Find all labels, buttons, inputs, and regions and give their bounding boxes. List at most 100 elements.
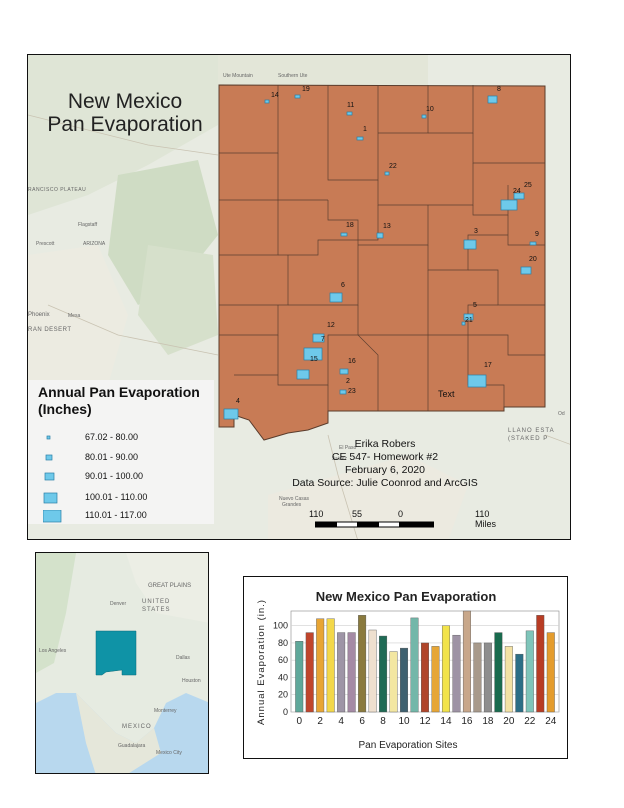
bar-site-1: [305, 632, 314, 713]
basemap-label: Mesa: [68, 313, 81, 319]
inset-label: UNITED: [142, 599, 171, 605]
bar-site-10: [400, 647, 409, 713]
x-tick-label: 10: [398, 716, 410, 727]
scale-segment: [378, 521, 400, 528]
bar-site-6: [358, 615, 367, 713]
scale-label: 0: [398, 509, 404, 519]
basemap-label: Ute Mountain: [223, 73, 253, 79]
bar-site-17: [473, 642, 482, 713]
site-label: 18: [346, 222, 354, 229]
text-placeholder-label: Text: [438, 389, 455, 399]
site-marker: [384, 171, 390, 176]
site-label: 6: [341, 282, 345, 289]
site-marker: [312, 333, 325, 343]
inset-label: GREAT PLAINS: [148, 583, 192, 589]
site-label: 22: [389, 163, 397, 170]
site-label: 5: [473, 302, 477, 309]
site-label: 9: [535, 231, 539, 238]
basemap-label: Nuevo Casas: [279, 496, 310, 502]
legend-title: Annual Pan Evaporation (Inches): [38, 384, 200, 418]
forest-patch: [138, 245, 218, 355]
site-label: 13: [383, 223, 391, 230]
legend-label: 110.01 - 117.00: [85, 510, 147, 520]
x-tick-label: 0: [296, 716, 302, 727]
basemap-label: ARIZONA: [83, 241, 106, 247]
site-marker: [513, 192, 525, 200]
site-marker: [356, 136, 364, 141]
inset-label: Guadalajara: [118, 743, 146, 749]
bar-site-11: [410, 617, 419, 713]
x-tick-label: 8: [380, 716, 386, 727]
basemap-label: Phoenix: [28, 312, 50, 318]
chart-title: New Mexico Pan Evaporation: [316, 589, 497, 604]
bar-site-12: [421, 642, 429, 713]
inset-ocean: [36, 693, 208, 773]
map-title-line1: New Mexico: [67, 90, 183, 113]
y-tick-label: 40: [278, 672, 288, 682]
scale-bar-graphic: [315, 521, 434, 528]
site-label: 10: [426, 106, 434, 113]
basemap-label: El Paso: [339, 445, 357, 451]
site-label: 2: [346, 378, 350, 385]
inset-label: Los Angeles: [39, 648, 67, 654]
legend-symbol: [43, 510, 62, 523]
desert-patch: [268, 455, 468, 539]
legend-label: 67.02 - 80.00: [85, 432, 139, 442]
inset-label: MEXICO: [122, 724, 152, 730]
author-text: Erika Robers: [354, 438, 416, 450]
site-label: 8: [497, 86, 501, 93]
site-label: 16: [348, 358, 356, 365]
bar-site-15: [452, 634, 461, 713]
y-tick-label: 20: [278, 690, 288, 700]
bar-site-9: [389, 651, 398, 713]
site-marker: [463, 313, 474, 321]
y-axis-title: Annual Evaporation (in.): [256, 599, 267, 725]
terrain-patch: [218, 55, 428, 85]
new-mexico-state: [218, 84, 546, 441]
basemap-label: (STAKED P: [508, 436, 549, 442]
legend-symbol: [45, 454, 53, 461]
site-marker: [223, 408, 239, 420]
site-label: 21: [465, 317, 473, 324]
map-credits: Erika Robers CE 547- Homework #2 Februar…: [270, 438, 500, 490]
bar-site-14: [441, 625, 450, 713]
scale-segment: [357, 521, 379, 528]
inset-terrain: [36, 553, 76, 673]
terrain-patch: [28, 55, 218, 215]
scale-segment: [336, 521, 358, 528]
site-label: 11: [347, 102, 355, 109]
scale-label: 110 Miles: [475, 509, 497, 529]
site-label: 4: [236, 398, 240, 405]
x-tick-label: 24: [545, 716, 557, 727]
basemap-label: Juárez: [332, 456, 348, 462]
x-tick-label: 14: [440, 716, 452, 727]
site-label: 25: [524, 182, 532, 189]
data-source-text: Data Source: Julie Coonrod and ArcGIS: [292, 477, 478, 489]
x-tick-label: 20: [503, 716, 515, 727]
site-label: 24: [513, 188, 521, 195]
site-label: 23: [348, 388, 356, 395]
chart-panel: New Mexico Pan Evaporation 0 20 40 60 80 100 …: [243, 576, 568, 759]
y-tick-label: 100: [273, 621, 288, 631]
site-marker: [461, 321, 466, 326]
legend-title-line1: Annual Pan Evaporation: [38, 384, 200, 400]
bar-site-13: [431, 646, 440, 713]
inset-label: Mexico City: [156, 750, 182, 756]
site-marker: [463, 239, 477, 250]
inset-label: Houston: [182, 678, 201, 684]
inset-terrain: [126, 553, 208, 623]
basemap-label: RAN DESERT: [28, 327, 72, 333]
legend-label: 90.01 - 100.00: [85, 471, 144, 481]
bar-site-3: [326, 618, 335, 713]
legend-symbol: [44, 472, 55, 481]
site-label: 20: [529, 256, 537, 263]
legend-label: 100.01 - 110.00: [85, 492, 148, 502]
site-marker: [303, 347, 323, 361]
site-marker: [487, 95, 498, 104]
bar-site-4: [337, 632, 346, 713]
bar-site-5: [347, 632, 356, 713]
bar-chart: New Mexico Pan Evaporation 020406080100 …: [256, 589, 560, 751]
site-marker: [529, 241, 537, 246]
map-title: New Mexico Pan Evaporation: [40, 90, 210, 136]
site-marker: [340, 232, 348, 237]
